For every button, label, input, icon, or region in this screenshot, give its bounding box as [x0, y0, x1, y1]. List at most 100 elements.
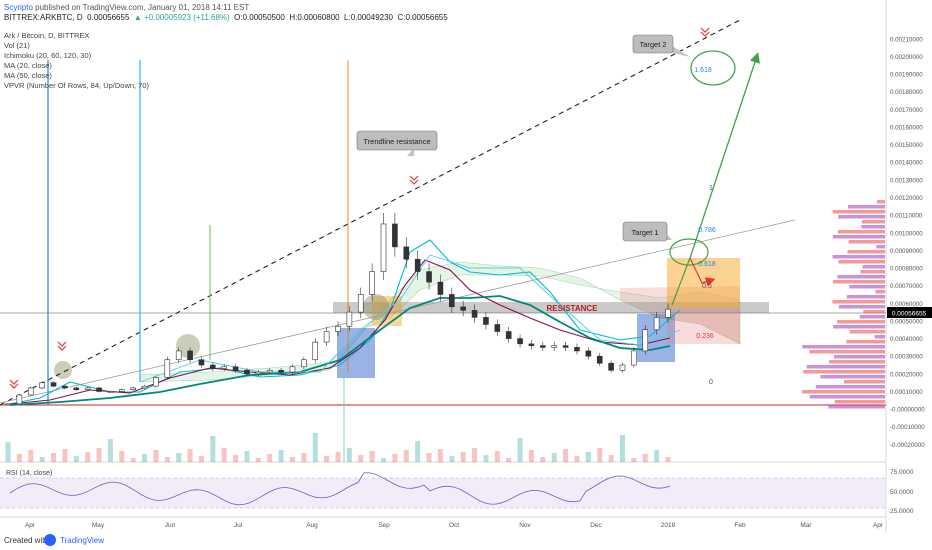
volume-bar — [267, 454, 273, 462]
volume-bar — [233, 455, 239, 462]
volume-bar — [346, 448, 352, 462]
month-tick-label: Jul — [234, 522, 243, 529]
candle-body — [494, 324, 501, 332]
volume-profile-bar — [829, 360, 885, 364]
candle-body — [517, 338, 523, 345]
indicator-label[interactable]: Ark / Bitcoin, D, BITTREX — [4, 31, 90, 40]
volume-bar — [597, 448, 603, 462]
top-circle — [54, 361, 72, 379]
volume-bar — [176, 453, 182, 462]
candle-body — [175, 350, 182, 361]
volume-bar — [654, 450, 660, 462]
candle-body — [619, 364, 626, 371]
candle-body — [335, 325, 341, 332]
rsi-tick: 25.0000 — [890, 508, 914, 515]
volume-profile-bar — [849, 285, 885, 289]
price-tick-label: 0.00070000 — [890, 283, 923, 290]
price-chart: Trendline resistance Target 1 Target 2 R… — [0, 0, 932, 532]
volume-bar — [210, 436, 216, 462]
price-tick-label: 0.00060000 — [890, 301, 923, 308]
candle-body — [153, 377, 159, 387]
volume-profile-bar — [874, 335, 885, 339]
volume-profile-bar — [832, 235, 885, 239]
volume-profile-bar — [843, 380, 885, 384]
price-tick-label: 0.00050000 — [890, 318, 923, 325]
candle-body — [528, 343, 535, 346]
volume-profile-bar — [838, 215, 885, 219]
volume-profile-bar — [876, 245, 885, 249]
volume-profile-bar — [815, 385, 885, 389]
volume-bar — [619, 435, 625, 462]
indicator-label[interactable]: VPVR (Number Of Rows, 84, Up/Down, 70) — [4, 81, 150, 90]
candle-body — [414, 258, 421, 272]
fib-label: 1.618 — [694, 67, 712, 74]
candle-body — [608, 362, 614, 371]
price-tick-label: -0.00010000 — [890, 424, 925, 431]
price-tick-label: 0.00160000 — [890, 124, 923, 131]
price-tick-label: 0.00210000 — [890, 36, 923, 43]
author-link[interactable]: Scyripto — [4, 3, 33, 12]
candle-body — [596, 355, 603, 364]
candle-body — [50, 382, 57, 387]
change: ▲ +0.00005923 (+11.68%) — [133, 13, 230, 22]
volume-bar — [96, 448, 102, 462]
ma50-line — [9, 295, 671, 406]
volume-bar — [574, 456, 580, 462]
month-tick-label: Apr — [873, 522, 884, 529]
last-price: 0.00056655 — [87, 13, 130, 22]
volume-bar — [506, 458, 512, 462]
candle-body — [221, 366, 228, 369]
footer-brand[interactable]: TradingView — [60, 536, 105, 545]
volume-bar — [665, 457, 671, 462]
indicator-label[interactable]: MA (20, close) — [4, 61, 52, 70]
volume-profile-bar — [862, 265, 885, 269]
candle-body — [118, 389, 125, 392]
volume-profile-bar — [832, 255, 885, 259]
candle-body — [130, 387, 136, 391]
volume-profile-bar — [848, 240, 885, 244]
candle-body — [346, 311, 353, 327]
volume-profile-bar — [834, 355, 885, 359]
volume-bar — [16, 454, 22, 462]
volume-profile-bar — [837, 275, 885, 279]
indicator-label[interactable]: MA (50, close) — [4, 71, 52, 80]
candle-body — [403, 246, 410, 260]
candle-body — [232, 366, 239, 371]
volume-profile-bar — [834, 400, 885, 404]
indicator-label[interactable]: Vol (21) — [4, 41, 30, 50]
indicator-label[interactable]: Ichimoku (20, 60, 120, 30) — [4, 51, 92, 60]
volume-bar — [426, 453, 432, 462]
target2-label: Target 2 — [639, 40, 666, 49]
target-arrow — [689, 52, 760, 259]
rsi-tick: 50.0000 — [890, 489, 914, 496]
candle-body — [84, 387, 91, 391]
candle-body — [107, 391, 114, 393]
volume-bar — [517, 438, 523, 462]
candle-body — [460, 306, 466, 311]
candle-body — [357, 294, 364, 313]
volume-profile-bar — [859, 315, 885, 319]
breakout-box-1 — [372, 296, 402, 326]
fib-label: 1 — [709, 185, 713, 192]
volume-profile-bar — [848, 205, 885, 209]
volume-bar — [142, 454, 148, 462]
volume-profile-bar — [802, 345, 885, 349]
candle-body — [631, 350, 637, 366]
volume-profile-bar — [847, 250, 885, 254]
tradingview-logo-icon[interactable] — [44, 534, 56, 546]
candle-body — [665, 308, 671, 318]
candle-body — [164, 359, 171, 378]
price-tick-label: 0.00120000 — [890, 195, 923, 202]
volume-bar — [551, 453, 557, 462]
price-tick-label: 0.00080000 — [890, 266, 923, 273]
candle-body — [289, 366, 296, 373]
volume-profile-bar — [846, 295, 885, 299]
volume-bar — [415, 441, 421, 462]
volume-bar — [187, 449, 193, 462]
candle-body — [73, 387, 80, 391]
volume-bar — [278, 450, 284, 462]
volume-bar — [324, 456, 330, 462]
volume-bar — [460, 452, 466, 462]
fib-label: 0.786 — [698, 227, 716, 234]
volume-profile-bar — [863, 310, 885, 314]
